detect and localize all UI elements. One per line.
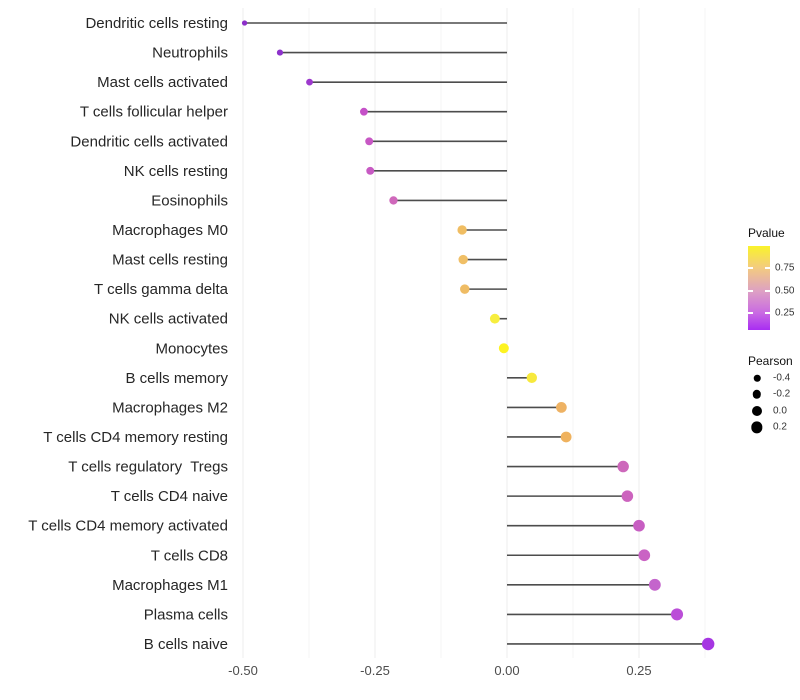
y-axis-label: Monocytes <box>155 340 228 357</box>
colorbar-tick-mark <box>765 312 770 315</box>
data-point-dot <box>633 519 645 532</box>
x-axis-tick-label: -0.25 <box>360 663 390 678</box>
y-axis-label: Neutrophils <box>152 45 228 62</box>
y-axis-label: NK cells resting <box>124 163 228 180</box>
y-axis-label: T cells CD8 <box>151 547 228 564</box>
y-axis-label: Eosinophils <box>151 192 228 209</box>
data-point-dot <box>498 343 509 354</box>
data-point-dot <box>276 49 284 56</box>
y-axis-label: T cells gamma delta <box>94 281 229 298</box>
data-point-dot <box>560 431 572 443</box>
y-axis-label: T cells follicular helper <box>80 104 228 121</box>
data-point-dot <box>458 254 468 265</box>
colorbar-tick-mark <box>748 290 753 293</box>
size-legend-label: 0.2 <box>773 421 787 433</box>
y-axis-label: B cells naive <box>144 636 228 653</box>
size-legend-row: 0.2 <box>740 419 800 435</box>
y-axis-label: Macrophages M2 <box>112 399 228 416</box>
y-axis-label: B cells memory <box>125 370 228 387</box>
size-legend-label: 0.0 <box>773 405 787 417</box>
data-point-dot <box>241 20 248 26</box>
size-legend-dot <box>752 390 762 399</box>
size-legend-row: 0.0 <box>740 403 800 419</box>
y-axis-label: T cells CD4 memory activated <box>28 518 228 535</box>
y-axis-label: NK cells activated <box>109 311 228 328</box>
colorbar-tick-mark <box>748 267 753 269</box>
y-axis-label: Plasma cells <box>144 606 228 623</box>
size-legend-label: -0.2 <box>773 388 791 400</box>
y-axis-label: T cells CD4 naive <box>111 488 228 505</box>
colorbar-tick-mark <box>748 312 753 315</box>
y-axis-label: Dendritic cells resting <box>85 15 228 32</box>
size-legend-dot <box>753 374 761 382</box>
data-point-dot <box>365 137 374 146</box>
y-axis-label: Macrophages M1 <box>112 577 228 594</box>
y-axis-label: Mast cells activated <box>97 74 228 91</box>
colorbar-tick-mark <box>765 267 770 269</box>
size-legend-label: -0.4 <box>773 372 791 384</box>
x-axis-tick-label: -0.50 <box>228 663 258 678</box>
y-axis-label: T cells CD4 memory resting <box>43 429 228 446</box>
data-point-dot <box>617 460 629 473</box>
pvalue-colorbar <box>748 246 770 330</box>
pvalue-legend-title: Pvalue <box>748 226 785 240</box>
data-point-dot <box>389 196 398 205</box>
y-axis-label: Mast cells resting <box>112 252 228 269</box>
data-point-dot <box>360 107 368 116</box>
y-axis-label: T cells regulatory Tregs <box>68 459 228 476</box>
y-axis-label: Dendritic cells activated <box>70 133 228 150</box>
data-point-dot <box>648 578 661 591</box>
colorbar-tick-label: 0.75 <box>775 262 795 274</box>
data-point-dot <box>556 402 567 413</box>
colorbar-tick-label: 0.25 <box>775 307 795 319</box>
x-axis-tick-label: 0.00 <box>494 663 519 678</box>
pearson-legend-title: Pearson <box>748 354 793 368</box>
y-axis-label: Macrophages M0 <box>112 222 228 239</box>
data-point-dot <box>460 284 470 294</box>
colorbar-tick-label: 0.50 <box>775 285 795 297</box>
data-point-dot <box>366 166 375 175</box>
size-legend-row: -0.2 <box>740 386 800 402</box>
data-point-dot <box>638 549 651 562</box>
data-point-dot <box>621 490 634 502</box>
size-legend-dot <box>752 405 762 416</box>
data-point-dot <box>306 78 313 86</box>
x-axis-tick-label: 0.25 <box>626 663 651 678</box>
data-point-dot <box>670 608 684 621</box>
size-legend-dot <box>751 421 763 433</box>
data-point-dot <box>489 313 500 324</box>
data-point-dot <box>526 372 537 384</box>
size-legend-row: -0.4 <box>740 370 800 386</box>
colorbar-tick-mark <box>765 290 770 293</box>
data-point-dot <box>701 637 715 651</box>
data-point-dot <box>457 225 467 235</box>
